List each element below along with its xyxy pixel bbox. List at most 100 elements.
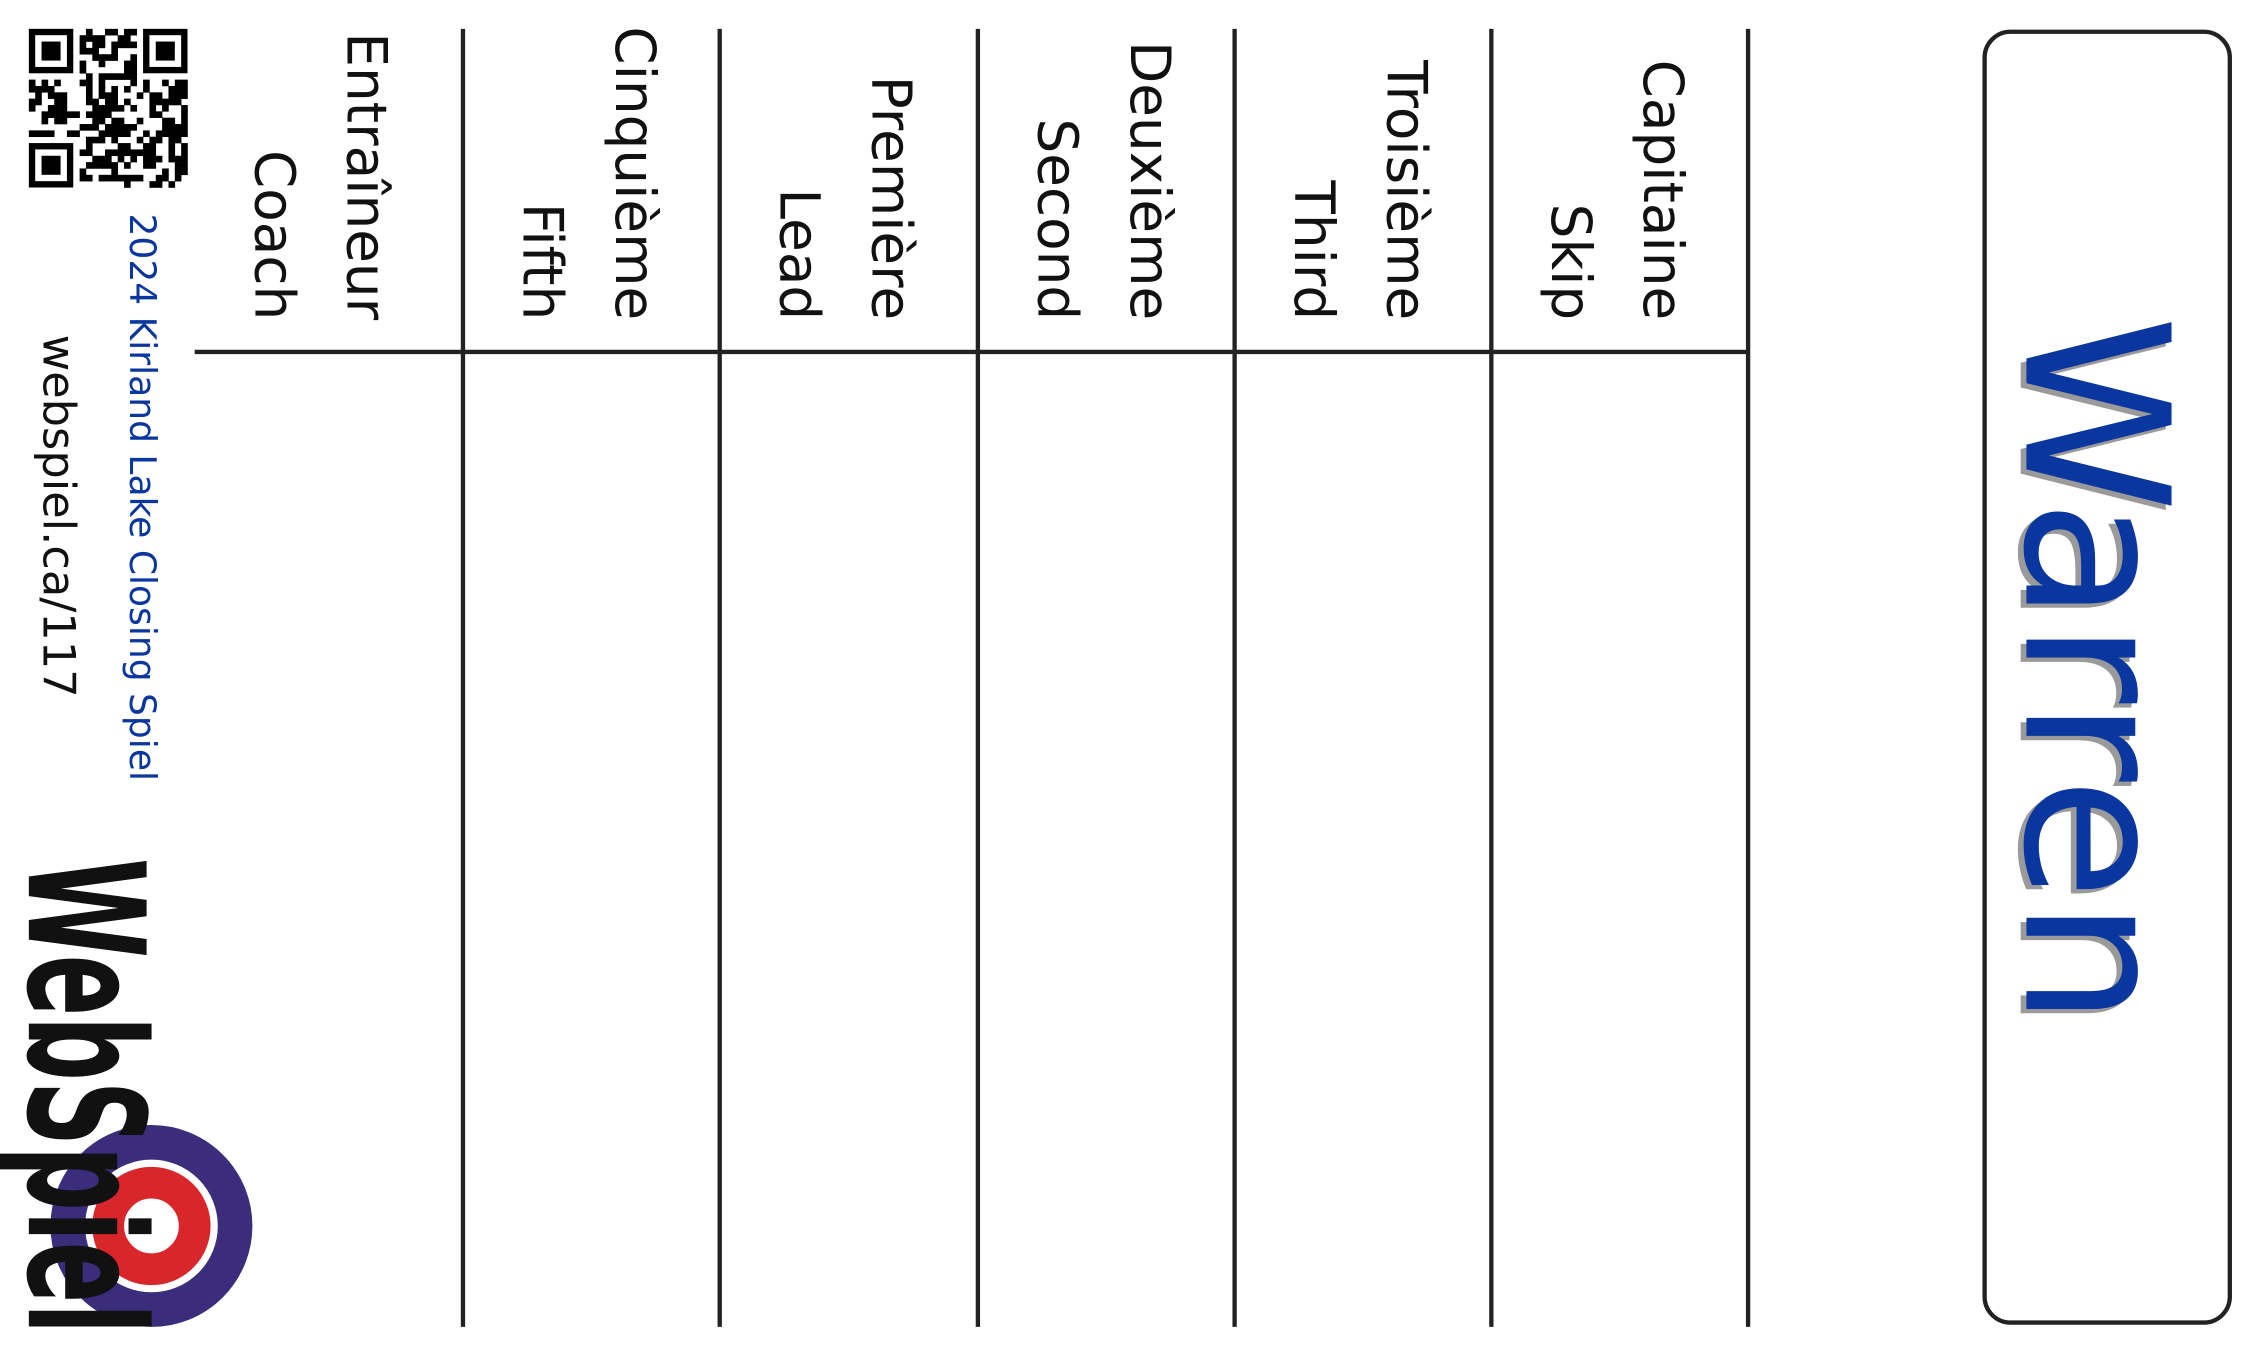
qr-module: [60, 98, 68, 106]
qr-module: [92, 105, 99, 112]
qr-module: [41, 111, 49, 118]
qr-module: [168, 92, 176, 99]
qr-module: [98, 105, 106, 112]
qr-module: [168, 98, 176, 106]
qr-module: [117, 105, 125, 112]
qr-module: [105, 73, 112, 80]
qr-module: [124, 28, 131, 36]
qr-module: [85, 92, 93, 99]
qr-module: [168, 117, 176, 125]
qr-module: [98, 111, 106, 118]
qr-module: [54, 98, 61, 106]
qr-module: [92, 124, 99, 131]
position-french: Cinquième: [603, 26, 667, 320]
team-name: Warren: [1979, 315, 2211, 1025]
qr-module: [124, 60, 131, 68]
qr-module: [85, 47, 93, 55]
qr-module: [130, 41, 138, 49]
qr-module: [98, 174, 106, 182]
qr-module: [98, 60, 106, 68]
qr-module: [162, 124, 169, 131]
qr-module: [130, 149, 138, 157]
position-english: Coach: [242, 150, 306, 320]
qr-module: [98, 130, 106, 138]
qr-finder-eye: [41, 155, 61, 175]
qr-module: [181, 143, 188, 150]
event-url: webspiel.ca/117: [32, 335, 85, 698]
qr-module: [149, 155, 157, 163]
qr-module: [149, 92, 157, 99]
qr-module: [92, 47, 99, 55]
qr-module: [143, 155, 150, 163]
qr-module: [149, 98, 157, 106]
qr-module: [168, 124, 176, 131]
qr-module: [117, 130, 125, 138]
qr-module: [136, 149, 144, 157]
qr-module: [117, 149, 125, 157]
qr-module: [130, 155, 138, 163]
qr-module: [54, 111, 61, 118]
qr-module: [111, 149, 118, 157]
qr-module: [98, 41, 106, 49]
qr-module: [105, 130, 112, 138]
position-english: Second: [1025, 119, 1089, 321]
qr-module: [124, 66, 131, 74]
qr-module: [149, 181, 157, 188]
qr-module: [174, 92, 182, 99]
qr-module: [28, 105, 36, 112]
qr-module: [124, 130, 131, 138]
qr-module: [98, 92, 106, 99]
position-french: Première: [860, 76, 924, 320]
qr-module: [73, 111, 80, 118]
qr-module: [35, 98, 42, 106]
qr-module: [174, 155, 182, 163]
qr-module: [111, 168, 118, 176]
qr-module: [79, 66, 87, 74]
qr-module: [155, 181, 163, 188]
qr-module: [143, 143, 150, 150]
qr-module: [111, 41, 118, 49]
qr-module: [79, 168, 87, 176]
qr-module: [111, 73, 118, 80]
qr-module: [105, 174, 112, 182]
qr-module: [124, 35, 131, 42]
qr-module: [54, 92, 61, 99]
qr-module: [149, 149, 157, 157]
qr-module: [162, 98, 169, 106]
qr-module: [28, 85, 36, 93]
qr-module: [136, 92, 144, 99]
qr-module: [111, 124, 118, 131]
qr-module: [130, 174, 138, 182]
qr-module: [162, 117, 169, 125]
qr-module: [60, 117, 68, 125]
qr-module: [85, 79, 93, 87]
qr-module: [181, 105, 188, 112]
qr-module: [41, 85, 49, 93]
qr-module: [105, 92, 112, 99]
qr-module: [85, 35, 93, 42]
qr-module: [174, 174, 182, 182]
qr-module: [155, 174, 163, 182]
qr-module: [162, 105, 169, 112]
qr-module: [85, 85, 93, 93]
qr-module: [130, 60, 138, 68]
qr-module: [98, 35, 106, 42]
qr-module: [181, 85, 188, 93]
position-headers: Capitaine Skip Troisième Third Deuxième Secon…: [242, 26, 1695, 320]
qr-module: [174, 162, 182, 169]
qr-module: [149, 162, 157, 169]
qr-module: [98, 73, 106, 80]
qr-module: [168, 136, 176, 144]
qr-module: [168, 130, 176, 138]
event-name: 2024 Kirland Lake Closing Spiel: [121, 213, 163, 781]
logo-text: WebSpiel: [0, 858, 178, 1334]
qr-module: [111, 98, 118, 106]
qr-module: [105, 162, 112, 169]
qr-module: [117, 124, 125, 131]
qr-module: [98, 136, 106, 144]
qr-module: [130, 54, 138, 61]
qr-module: [181, 168, 188, 176]
qr-module: [111, 85, 118, 93]
